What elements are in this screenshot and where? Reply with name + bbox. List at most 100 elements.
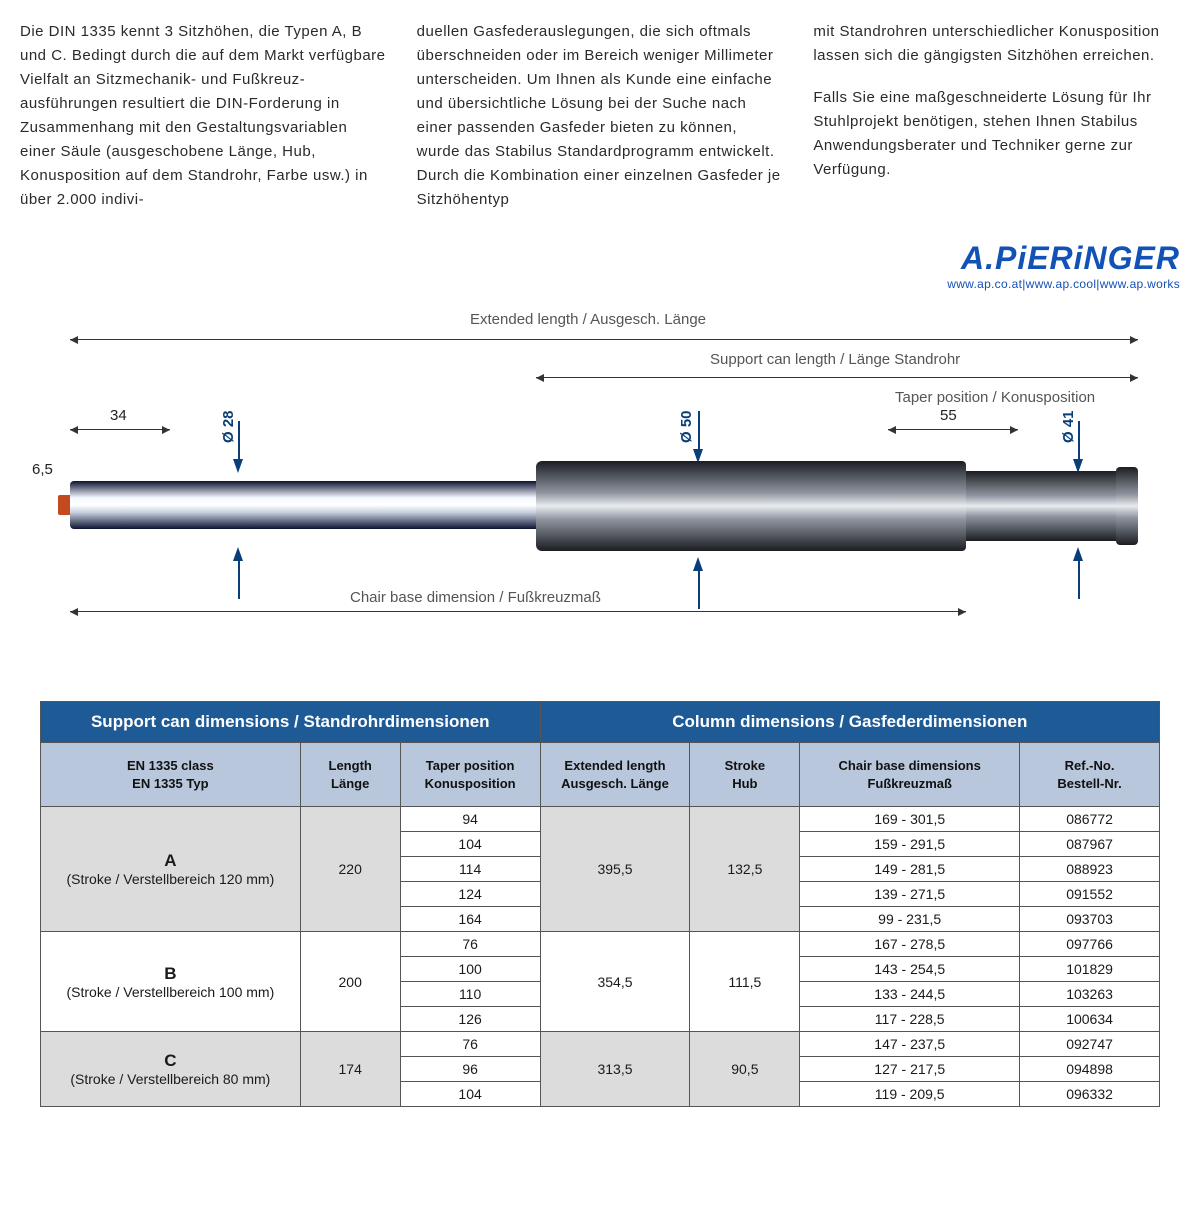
label-extended-length: Extended length / Ausgesch. Länge [470,311,706,328]
logo-urls: www.ap.co.at|www.ap.cool|www.ap.works [20,277,1180,291]
col-chairbase: Chair base dimensionsFußkreuzmaß [800,743,1020,807]
logo-name: A.PiERiNGER [20,240,1180,277]
dimline-chairbase [70,611,966,612]
cell-ref: 092747 [1020,1032,1160,1057]
cell-taper: 104 [400,1082,540,1107]
cell-chairbase: 167 - 278,5 [800,932,1020,957]
para-3a: mit Standrohren unterschiedlicher Konusp… [813,20,1180,68]
cell-taper: 76 [400,1032,540,1057]
cell-chairbase: 143 - 254,5 [800,957,1020,982]
cell-taper: 94 [400,807,540,832]
cell-stroke: 90,5 [690,1032,800,1107]
piston-rod [70,481,538,529]
cell-chairbase: 117 - 228,5 [800,1007,1020,1032]
cell-taper: 104 [400,832,540,857]
cell-chairbase: 147 - 237,5 [800,1032,1020,1057]
para-2: duellen Gasfederauslegungen, die sich of… [417,20,784,212]
cell-stroke: 132,5 [690,807,800,932]
label-d28: Ø 28 [220,410,237,443]
stem-d50 [698,411,700,451]
cell-ext: 313,5 [540,1032,690,1107]
cell-taper: 110 [400,982,540,1007]
label-d41: Ø 41 [1060,410,1077,443]
dimline-extended [70,339,1138,340]
table-header-sub: EN 1335 classEN 1335 Typ LengthLänge Tap… [41,743,1160,807]
col-ext: Extended lengthAusgesch. Länge [540,743,690,807]
dimline-34 [70,429,170,430]
cell-taper: 114 [400,857,540,882]
cell-length: 220 [300,807,400,932]
table-header-top: Support can dimensions / Standrohrdimens… [41,702,1160,743]
stem-d28 [238,421,240,461]
cell-chairbase: 159 - 291,5 [800,832,1020,857]
dimline-taper [888,429,1018,430]
cell-chairbase: 119 - 209,5 [800,1082,1020,1107]
cell-chairbase: 169 - 301,5 [800,807,1020,832]
intro-text-columns: Die DIN 1335 kennt 3 Sitzhöhen, die Type… [20,20,1180,230]
label-chairbase: Chair base dimension / Fußkreuzmaß [350,589,601,606]
hdr-support: Support can dimensions / Standrohrdimens… [41,702,541,743]
company-logo: A.PiERiNGER www.ap.co.at|www.ap.cool|www… [20,240,1180,291]
cell-chairbase: 133 - 244,5 [800,982,1020,1007]
table-row: A(Stroke / Verstellbereich 120 mm)220943… [41,807,1160,832]
para-1: Die DIN 1335 kennt 3 Sitzhöhen, die Type… [20,20,387,212]
cell-ref: 103263 [1020,982,1160,1007]
col-taper: Taper positionKonusposition [400,743,540,807]
cell-ref: 096332 [1020,1082,1160,1107]
cell-class: B(Stroke / Verstellbereich 100 mm) [41,932,301,1032]
label-taper-position: Taper position / Konusposition [895,389,1095,406]
table-body: A(Stroke / Verstellbereich 120 mm)220943… [41,807,1160,1107]
cell-ref: 101829 [1020,957,1160,982]
cell-chairbase: 139 - 271,5 [800,882,1020,907]
cell-ref: 097766 [1020,932,1160,957]
cell-length: 200 [300,932,400,1032]
label-d50: Ø 50 [678,410,695,443]
hdr-column: Column dimensions / Gasfederdimensionen [540,702,1159,743]
text-col-1: Die DIN 1335 kennt 3 Sitzhöhen, die Type… [20,20,387,230]
cell-taper: 126 [400,1007,540,1032]
cell-class: C(Stroke / Verstellbereich 80 mm) [41,1032,301,1107]
cell-ref: 094898 [1020,1057,1160,1082]
cell-ref: 087967 [1020,832,1160,857]
cell-taper: 96 [400,1057,540,1082]
arrow-d28-icon [233,459,243,473]
cell-length: 174 [300,1032,400,1107]
dimline-support [536,377,1138,378]
cell-ext: 354,5 [540,932,690,1032]
cell-ref: 086772 [1020,807,1160,832]
stem-up-1 [238,559,240,599]
label-support-can: Support can length / Länge Standrohr [710,351,960,368]
cell-class: A(Stroke / Verstellbereich 120 mm) [41,807,301,932]
stem-up-2 [698,569,700,609]
cell-ref: 091552 [1020,882,1160,907]
cell-taper: 76 [400,932,540,957]
cell-taper: 124 [400,882,540,907]
cell-stroke: 111,5 [690,932,800,1032]
num-34: 34 [110,407,127,424]
cell-taper: 100 [400,957,540,982]
cell-chairbase: 127 - 217,5 [800,1057,1020,1082]
stem-d41 [1078,421,1080,461]
col-length: LengthLänge [300,743,400,807]
arrow-up-3-icon [1073,547,1083,561]
taper-section [966,471,1136,541]
cell-ref: 088923 [1020,857,1160,882]
cell-chairbase: 99 - 231,5 [800,907,1020,932]
table-row: C(Stroke / Verstellbereich 80 mm)1747631… [41,1032,1160,1057]
stem-up-3 [1078,559,1080,599]
arrow-up-2-icon [693,557,703,571]
col-ref: Ref.-No.Bestell-Nr. [1020,743,1160,807]
cell-taper: 164 [400,907,540,932]
cell-ext: 395,5 [540,807,690,932]
arrow-up-1-icon [233,547,243,561]
text-col-3: mit Standrohren unterschiedlicher Konusp… [813,20,1180,230]
support-can [536,461,966,551]
num-6-5: 6,5 [32,461,53,478]
taper-lip [1116,467,1138,545]
col-stroke: StrokeHub [690,743,800,807]
gas-spring-diagram: Extended length / Ausgesch. Länge Suppor… [50,311,1150,641]
cell-ref: 100634 [1020,1007,1160,1032]
table-row: B(Stroke / Verstellbereich 100 mm)200763… [41,932,1160,957]
cell-chairbase: 149 - 281,5 [800,857,1020,882]
num-55: 55 [940,407,957,424]
